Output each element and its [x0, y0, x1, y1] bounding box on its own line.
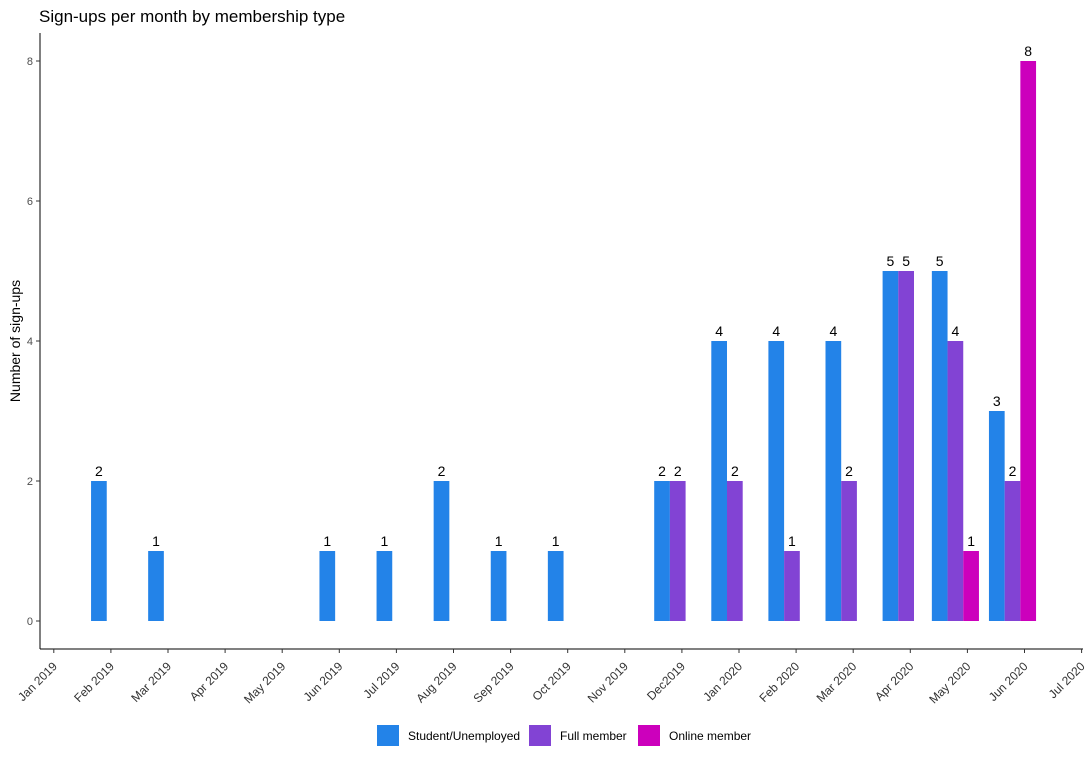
bar [963, 551, 979, 621]
x-tick-label: Jul 2019 [361, 659, 403, 701]
x-tick-label: Jan 2020 [700, 659, 745, 704]
chart-title: Sign-ups per month by membership type [39, 7, 345, 26]
data-label: 1 [967, 533, 975, 549]
x-tick-label: May 2019 [241, 659, 288, 706]
data-label: 2 [95, 463, 103, 479]
bar [882, 271, 899, 621]
data-label: 2 [674, 463, 682, 479]
legend-label: Student/Unemployed [408, 729, 520, 743]
bar [841, 481, 857, 621]
data-label: 1 [788, 533, 796, 549]
bar [490, 551, 507, 621]
x-tick-label: Jan 2019 [15, 659, 60, 704]
data-label: 2 [438, 463, 446, 479]
data-label: 8 [1024, 43, 1032, 59]
data-label: 4 [772, 323, 780, 339]
y-tick-label: 2 [27, 476, 33, 488]
x-tick-label: Nov 2019 [585, 659, 631, 705]
legend-label: Online member [669, 729, 751, 743]
bar [947, 341, 964, 621]
data-label: 5 [902, 253, 910, 269]
bar [825, 341, 842, 621]
x-tick-label: Jul 2020 [1046, 659, 1088, 701]
x-tick-label: Jun 2019 [301, 659, 346, 704]
legend-swatch [529, 725, 551, 746]
data-label: 4 [829, 323, 837, 339]
bar [376, 551, 393, 621]
data-label: 2 [845, 463, 853, 479]
data-label: 2 [658, 463, 666, 479]
bar [669, 481, 686, 621]
y-axis-title: Number of sign-ups [7, 280, 23, 402]
x-tick-label: May 2020 [926, 659, 973, 706]
legend-swatch [638, 725, 660, 746]
data-label: 5 [936, 253, 944, 269]
bar [931, 271, 948, 621]
data-label: 4 [952, 323, 960, 339]
data-label: 3 [993, 393, 1001, 409]
bar [727, 481, 743, 621]
x-tick-label: Oct 2019 [529, 659, 574, 704]
x-tick-label: Apr 2020 [872, 659, 917, 704]
bar [784, 551, 800, 621]
bar [768, 341, 785, 621]
x-tick-label: Feb 2020 [756, 659, 802, 705]
x-tick-label: Sep 2019 [470, 659, 516, 705]
y-tick-label: 0 [27, 616, 33, 628]
bar [1004, 481, 1021, 621]
data-label: 5 [887, 253, 895, 269]
bar [654, 481, 670, 621]
data-label: 4 [715, 323, 723, 339]
data-label: 1 [495, 533, 503, 549]
data-label: 1 [152, 533, 160, 549]
data-label: 1 [323, 533, 331, 549]
bar [711, 341, 727, 621]
x-tick-label: Mar 2020 [814, 659, 860, 705]
bar [988, 411, 1005, 621]
x-tick-label: Jun 2020 [986, 659, 1031, 704]
y-tick-label: 6 [27, 196, 33, 208]
y-tick-label: 8 [27, 56, 33, 68]
legend-swatch [377, 725, 399, 746]
x-tick-label: Apr 2019 [187, 659, 232, 704]
legend: Student/Unemployed Full member Online memb… [377, 725, 751, 746]
bar [1020, 61, 1037, 621]
legend-label: Full member [560, 729, 627, 743]
x-tick-label: Aug 2019 [413, 659, 459, 705]
bar [433, 481, 450, 621]
bar [319, 551, 336, 621]
data-label: 2 [731, 463, 739, 479]
data-label: 2 [1009, 463, 1017, 479]
x-tick-label: Dec2019 [644, 659, 688, 703]
data-label: 1 [381, 533, 389, 549]
x-tick-label: Mar 2019 [128, 659, 174, 705]
bar [91, 481, 107, 621]
y-tick-label: 4 [27, 336, 33, 348]
bar [547, 551, 564, 621]
x-tick-label: Feb 2019 [71, 659, 117, 705]
data-label: 1 [552, 533, 560, 549]
bar [898, 271, 914, 621]
bar [148, 551, 164, 621]
